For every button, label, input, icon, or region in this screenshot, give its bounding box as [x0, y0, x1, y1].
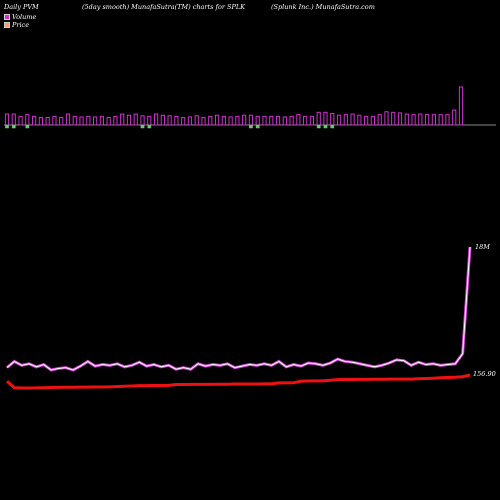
volume-bar [65, 113, 71, 126]
volume-bar [11, 113, 16, 126]
volume-bar [289, 115, 294, 126]
volume-bar [431, 114, 436, 126]
header-left-text: Daily PVM [4, 3, 39, 11]
volume-bar [343, 114, 348, 126]
volume-bar [106, 117, 111, 126]
volume-bar [235, 115, 240, 126]
volume-bar [282, 116, 287, 126]
volume-bar [45, 117, 50, 126]
volume-bar [72, 115, 77, 126]
volume-bar [32, 115, 37, 126]
volume-bar-down [11, 124, 16, 129]
volume-bar [316, 111, 321, 126]
volume-bar [92, 116, 98, 126]
volume-bar [418, 113, 423, 126]
legend-volume-label: Volume [12, 13, 37, 21]
volume-bar-down [255, 124, 260, 129]
volume-bar [113, 115, 118, 126]
volume-bar [275, 115, 281, 126]
volume-bar [52, 115, 57, 126]
volume-bar-down [5, 124, 9, 129]
volume-bar [445, 114, 450, 126]
legend-volume-swatch [4, 14, 10, 20]
volume-bar [438, 114, 443, 126]
volume-bar [194, 115, 199, 126]
volume-bar [187, 116, 193, 126]
volume-bar [350, 113, 355, 126]
volume-bar [364, 115, 369, 126]
volume-bar [120, 113, 125, 126]
volume-bar [59, 117, 64, 126]
volume-line-glow [6, 246, 472, 372]
volume-bar [255, 115, 260, 126]
volume-bar [269, 115, 274, 126]
price-end-label: 156.90 [473, 370, 496, 378]
volume-bar [458, 86, 464, 126]
volume-bar [425, 114, 430, 126]
volume-bar-down [330, 124, 335, 129]
header-middle-text: (5day smooth) MunafaSutra(TM) charts for… [82, 3, 246, 11]
volume-bar [370, 115, 376, 126]
volume-bar [79, 116, 84, 126]
volume-bar [309, 115, 315, 126]
volume-end-label: 18M [475, 243, 490, 251]
volume-bar [38, 117, 43, 126]
legend-price-swatch [4, 22, 10, 28]
volume-bar-down [25, 124, 30, 129]
volume-bar-down [140, 124, 145, 129]
volume-bar [452, 109, 457, 126]
volume-bar-down [316, 124, 321, 129]
volume-bar-down [147, 124, 152, 129]
volume-bar [18, 115, 23, 126]
volume-bar [384, 111, 389, 126]
volume-bar [330, 112, 335, 126]
volume-bar [221, 115, 226, 126]
volume-bar [99, 115, 104, 126]
volume-bar [323, 111, 328, 126]
price-line [6, 373, 471, 390]
volume-bar [357, 114, 362, 126]
volume-bar [296, 114, 301, 126]
legend-price-label: Price [12, 21, 30, 29]
volume-bar [181, 117, 186, 126]
volume-bar [86, 115, 91, 126]
volume-bar [133, 113, 138, 126]
volume-line [6, 246, 471, 371]
volume-bar [214, 114, 220, 126]
volume-bar [201, 117, 206, 126]
volume-bar-down [323, 124, 328, 129]
volume-bar [248, 114, 254, 126]
volume-bar [4, 113, 10, 126]
legend-volume: Volume [4, 13, 36, 21]
volume-bar [174, 115, 179, 126]
volume-bar [153, 113, 159, 126]
volume-bar [208, 115, 213, 126]
header-right-text: (Splunk Inc.) MunafaSutra.com [271, 3, 375, 11]
volume-bar [140, 115, 145, 126]
volume-bar [404, 113, 409, 126]
volume-bar [167, 115, 172, 126]
volume-bar-down [249, 124, 253, 129]
volume-bar [336, 114, 342, 126]
volume-bar [377, 114, 382, 126]
volume-bar [160, 114, 165, 126]
volume-bar [126, 114, 132, 126]
volume-bar [242, 114, 247, 126]
volume-bar [391, 111, 396, 126]
volume-bar [147, 115, 152, 126]
legend-price: Price [4, 21, 29, 29]
volume-bar [411, 114, 416, 126]
volume-bar [228, 116, 233, 126]
volume-bar [397, 112, 403, 126]
volume-bar [25, 114, 30, 126]
volume-bar [262, 115, 267, 126]
volume-bar [303, 115, 308, 126]
